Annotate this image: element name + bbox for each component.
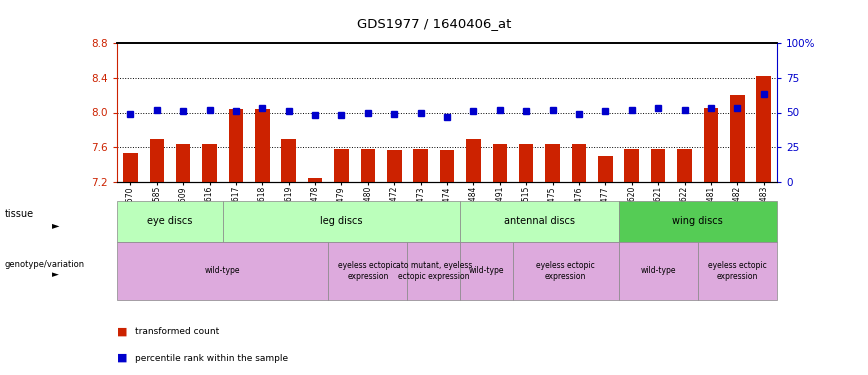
Text: ■: ■ bbox=[117, 327, 128, 337]
Text: transformed count: transformed count bbox=[135, 327, 219, 336]
Bar bbox=[387, 150, 402, 182]
Bar bbox=[202, 144, 217, 182]
Bar bbox=[149, 138, 164, 182]
Bar bbox=[466, 138, 481, 182]
Bar bbox=[519, 144, 534, 182]
Bar bbox=[308, 178, 322, 182]
Text: eyeless ectopic
expression: eyeless ectopic expression bbox=[536, 261, 595, 280]
Text: ►: ► bbox=[52, 220, 60, 230]
Bar bbox=[281, 138, 296, 182]
Text: percentile rank within the sample: percentile rank within the sample bbox=[135, 354, 287, 363]
Bar bbox=[598, 156, 613, 182]
Bar bbox=[624, 149, 639, 182]
Bar bbox=[492, 144, 507, 182]
Bar bbox=[413, 149, 428, 182]
Bar bbox=[360, 149, 375, 182]
Bar bbox=[730, 95, 745, 182]
Text: antennal discs: antennal discs bbox=[504, 216, 575, 226]
Bar bbox=[334, 149, 349, 182]
Text: ato mutant, eyeless
ectopic expression: ato mutant, eyeless ectopic expression bbox=[396, 261, 472, 280]
Bar bbox=[176, 144, 190, 182]
Bar bbox=[545, 144, 560, 182]
Text: GDS1977 / 1640406_at: GDS1977 / 1640406_at bbox=[357, 17, 511, 30]
Text: wild-type: wild-type bbox=[641, 266, 676, 275]
Bar bbox=[677, 149, 692, 182]
Text: leg discs: leg discs bbox=[320, 216, 363, 226]
Bar bbox=[440, 150, 454, 182]
Bar bbox=[255, 109, 270, 182]
Bar bbox=[123, 153, 138, 182]
Bar bbox=[228, 109, 243, 182]
Bar bbox=[704, 108, 718, 182]
Text: eyeless ectopic
expression: eyeless ectopic expression bbox=[708, 261, 766, 280]
Text: wild-type: wild-type bbox=[205, 266, 240, 275]
Text: eye discs: eye discs bbox=[148, 216, 193, 226]
Text: ►: ► bbox=[52, 270, 59, 279]
Text: tissue: tissue bbox=[4, 210, 34, 219]
Text: wing discs: wing discs bbox=[673, 216, 723, 226]
Text: genotype/variation: genotype/variation bbox=[4, 260, 84, 268]
Bar bbox=[756, 76, 771, 182]
Text: ■: ■ bbox=[117, 353, 128, 363]
Bar bbox=[572, 144, 586, 182]
Text: eyeless ectopic
expression: eyeless ectopic expression bbox=[339, 261, 398, 280]
Bar bbox=[651, 149, 666, 182]
Text: wild-type: wild-type bbox=[469, 266, 504, 275]
